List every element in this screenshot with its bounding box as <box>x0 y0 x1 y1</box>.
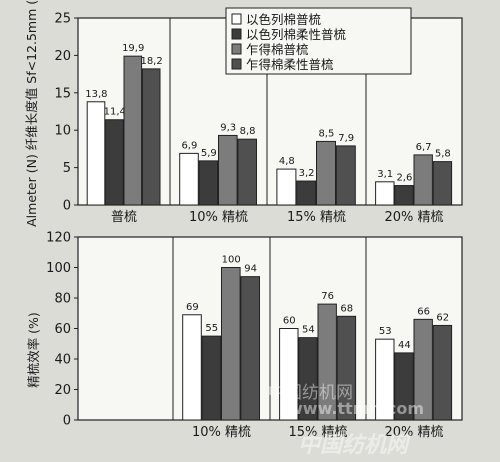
data-label: 55 <box>205 323 218 334</box>
category-label: 15% 精梳 <box>288 425 347 440</box>
watermark-line-1: 中国纺机网 <box>268 383 353 403</box>
bar-2-2 <box>198 160 219 206</box>
bar-3-4 <box>413 154 433 206</box>
y-tick-label: 0 <box>63 414 71 429</box>
data-label: 66 <box>417 306 430 317</box>
data-label: 8,8 <box>240 126 256 137</box>
legend-swatch-2 <box>231 28 242 40</box>
bar-1-2 <box>182 314 202 421</box>
legend-label-2: 以色列棉柔性普梳 <box>246 27 347 42</box>
bar-2-2 <box>201 335 222 421</box>
y-tick-label: 15 <box>54 86 71 101</box>
y-tick-label: 20 <box>54 383 71 398</box>
data-label: 76 <box>321 291 334 302</box>
data-label: 18,2 <box>140 56 162 67</box>
bar-2-1 <box>105 119 124 206</box>
data-label: 9,3 <box>220 122 236 133</box>
data-label: 94 <box>244 264 257 275</box>
bar-3-1 <box>123 55 143 206</box>
y-tick-label: 0 <box>63 199 71 214</box>
y-tick-label: 40 <box>54 353 71 368</box>
watermark-line-3: 中国纺机网 <box>298 433 411 458</box>
bar-4-4 <box>432 324 453 421</box>
bar-1-3 <box>276 168 297 206</box>
legend-label-4: 乍得棉柔性普梳 <box>246 57 334 72</box>
bar-1-1 <box>86 101 106 206</box>
data-label: 4,8 <box>279 156 295 167</box>
data-label: 7,9 <box>338 133 354 144</box>
data-label: 6,7 <box>416 142 432 153</box>
data-label: 100 <box>222 255 241 266</box>
category-label: 20% 精梳 <box>384 425 443 440</box>
bar-2-3 <box>296 180 317 206</box>
bar-4-2 <box>237 138 257 206</box>
y-tick-label: 5 <box>63 161 71 176</box>
data-label: 13,8 <box>85 89 107 100</box>
y-tick-label: 25 <box>54 12 71 27</box>
bar-2-3 <box>298 337 318 421</box>
y-axis-title: 精梳效率 (%) <box>26 312 41 388</box>
bar-1-4 <box>375 338 395 421</box>
bar-2-4 <box>394 185 414 206</box>
bar-3-3 <box>317 303 337 421</box>
data-label: 60 <box>283 316 296 327</box>
data-label: 53 <box>379 326 392 337</box>
data-label: 19,9 <box>122 43 144 54</box>
data-label: 8,5 <box>318 128 334 139</box>
bar-4-3 <box>336 315 357 421</box>
category-label: 10% 精梳 <box>189 210 248 225</box>
bar-4-4 <box>432 161 453 206</box>
bar-1-2 <box>179 152 199 206</box>
data-label: 5,9 <box>201 148 217 159</box>
bar-4-1 <box>141 68 161 206</box>
watermark: 中国纺机网 www.ttmn.com 中国纺机网 <box>268 383 424 458</box>
y-tick-label: 10 <box>54 124 71 139</box>
data-label: 11,4 <box>104 107 126 118</box>
chart-panel-1: 0 5 10 15 20 25 Almeter (N) 纤维长度值 Sf<12.5mm (%… <box>24 0 463 227</box>
y-tick-label: 20 <box>54 49 71 64</box>
bar-3-4 <box>413 318 433 421</box>
legend-swatch-3 <box>231 43 242 55</box>
data-label: 68 <box>340 303 353 314</box>
legend-label-3: 乍得棉普梳 <box>246 42 309 57</box>
data-label: 2,6 <box>396 173 412 184</box>
data-label: 44 <box>398 340 411 351</box>
legend-swatch-4 <box>231 58 242 70</box>
bar-4-2 <box>240 276 260 421</box>
bar-3-3 <box>316 140 336 206</box>
bar-2-4 <box>394 352 414 421</box>
y-tick-label: 120 <box>46 231 71 246</box>
y-tick-label: 100 <box>46 261 71 276</box>
data-label: 3,2 <box>299 168 315 179</box>
watermark-line-2: www.ttmn.com <box>288 399 424 418</box>
bar-1-4 <box>375 181 395 206</box>
bar-3-2 <box>221 267 241 421</box>
data-label: 3,1 <box>377 169 393 180</box>
legend-label-1: 以色列棉普梳 <box>246 12 322 27</box>
category-label: 20% 精梳 <box>384 210 443 225</box>
y-tick-label: 80 <box>54 292 71 307</box>
category-label: 15% 精梳 <box>287 210 346 225</box>
legend-box <box>225 7 412 75</box>
charts: 0 5 10 15 20 25 Almeter (N) 纤维长度值 Sf<12.5mm (%… <box>24 0 463 440</box>
bar-1-3 <box>279 328 299 421</box>
y-tick-label: 60 <box>54 322 71 337</box>
data-label: 62 <box>436 312 449 323</box>
data-label: 69 <box>186 302 199 313</box>
data-label: 6,9 <box>181 140 197 151</box>
bar-4-3 <box>335 145 356 206</box>
legend-swatch-1 <box>231 13 242 25</box>
bar-3-2 <box>218 134 238 206</box>
category-label: 普梳 <box>111 210 137 225</box>
category-label: 10% 精梳 <box>192 425 251 440</box>
data-label: 5,8 <box>435 149 451 160</box>
y-axis-title: Almeter (N) 纤维长度值 Sf<12.5mm (%) <box>24 0 39 227</box>
data-label: 54 <box>302 325 315 336</box>
